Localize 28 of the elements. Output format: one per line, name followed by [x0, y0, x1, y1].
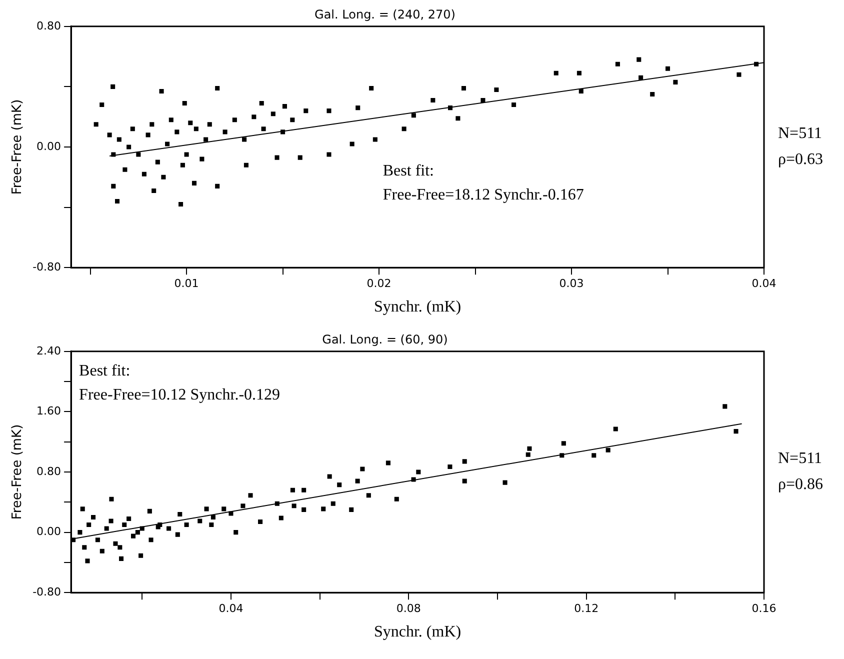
y-tick-label: -0.80: [32, 260, 62, 274]
x-tick-label: 0.12: [574, 602, 599, 616]
x-tick-label: 0.08: [396, 602, 421, 616]
y-tick-label: 0.80: [36, 19, 62, 32]
y-tick-label: 0.00: [36, 525, 62, 538]
x-tick-label: 0.16: [752, 602, 776, 616]
y-tick-label: -0.80: [32, 585, 62, 598]
y-tick-label: 1.60: [36, 404, 62, 418]
chart-title: Gal. Long. = (60, 90): [322, 332, 448, 346]
y-tick-label: 2.40: [36, 344, 62, 358]
y-axis-title: Free-Free (mK): [10, 424, 26, 520]
annotation: Best fit: Free-Free=10.12 Synchr.-0.129: [79, 362, 280, 404]
text: ρ=0.86: [778, 476, 824, 494]
y-axis-title: Free-Free (mK): [10, 99, 26, 195]
x-tick-label: 0.02: [366, 277, 392, 290]
x-tick-label: 0.01: [174, 277, 199, 290]
y-tick-label: 0.00: [36, 140, 62, 153]
x-tick-label: 0.04: [752, 277, 776, 290]
x-tick-label: 0.03: [559, 277, 584, 290]
x-tick-label: 0.04: [218, 602, 244, 616]
text: ρ=0.63: [778, 151, 824, 168]
text: N=511: [778, 125, 822, 142]
x-axis-title: Synchr. (mK): [374, 298, 462, 316]
text: N=511: [778, 450, 822, 468]
annotation: Best fit: Free-Free=18.12 Synchr.-0.167: [382, 162, 584, 204]
x-axis-title: Synchr. (mK): [374, 624, 462, 641]
y-tick-label: 0.80: [36, 464, 62, 478]
chart-title: Gal. Long. = (240, 270): [314, 7, 456, 22]
